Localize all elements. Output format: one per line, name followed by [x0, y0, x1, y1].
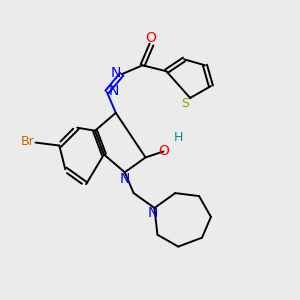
Text: N: N: [119, 172, 130, 186]
Text: Br: Br: [20, 135, 34, 148]
Text: S: S: [181, 97, 189, 110]
Text: O: O: [158, 145, 169, 158]
Text: H: H: [173, 131, 183, 144]
Text: N: N: [148, 206, 158, 220]
Text: N: N: [111, 66, 121, 80]
Text: O: O: [145, 31, 156, 45]
Text: N: N: [108, 84, 118, 98]
